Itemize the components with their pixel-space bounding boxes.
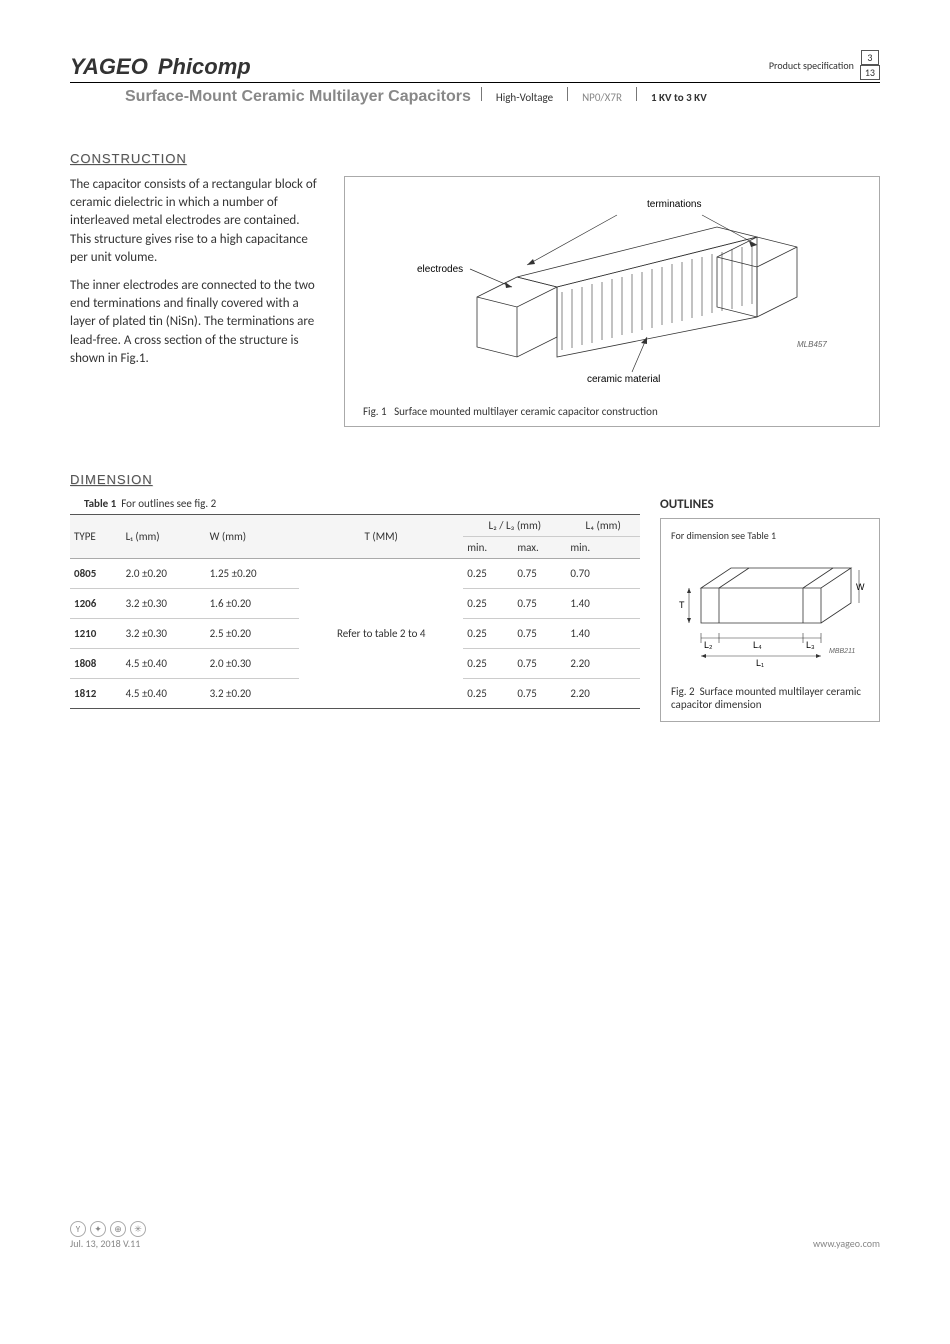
outlines-note: For dimension see Table 1 (671, 529, 869, 542)
logo-yageo: YAGEO (70, 54, 148, 80)
col-t: T (MM) (299, 515, 463, 559)
cert-icon: ⊕ (110, 1221, 126, 1237)
cert-icon: ✦ (90, 1221, 106, 1237)
dimension-heading: DIMENSION (70, 472, 880, 487)
outlines-box: OUTLINES For dimension see Table 1 (660, 497, 880, 722)
col-l1: L₁ (mm) (122, 515, 206, 559)
label-terminations: terminations (647, 199, 701, 210)
svg-text:MBB211: MBB211 (829, 648, 855, 655)
table-1-caption: Table 1 For outlines see fig. 2 (70, 497, 640, 510)
capacitor-diagram: terminations electrodes (357, 187, 847, 397)
dimension-table: TYPE L₁ (mm) W (mm) T (MM) L₂ / L₃ (mm) … (70, 514, 640, 709)
svg-text:W: W (856, 582, 865, 592)
figure-2-box: For dimension see Table 1 (660, 518, 880, 722)
diagram-code: MLB457 (797, 340, 827, 349)
col-l4-min: min. (566, 537, 640, 559)
footer-icons: Y ✦ ⊕ ✳ (70, 1221, 146, 1237)
construction-heading: CONSTRUCTION (70, 151, 880, 166)
svg-text:T: T (679, 600, 685, 610)
header-right: Product specification 3 13 (769, 50, 880, 80)
subhead-col3: 1 KV to 3 KV (647, 91, 711, 104)
cert-icon: Y (70, 1221, 86, 1237)
svg-text:L₂: L₂ (704, 640, 713, 650)
construction-text: The capacitor consists of a rectangular … (70, 176, 320, 427)
header: YAGEO Phicomp Product specification 3 13 (70, 50, 880, 83)
page-total: 13 (860, 65, 880, 80)
product-spec-label: Product specification (769, 59, 854, 72)
footer-date: Jul. 13, 2018 V.11 (70, 1237, 146, 1250)
footer-url: www.yageo.com (813, 1237, 880, 1250)
subhead-col2: NP0/X7R (578, 91, 626, 104)
label-ceramic: ceramic material (587, 374, 660, 385)
col-l23-min: min. (463, 537, 513, 559)
page-current: 3 (861, 50, 879, 65)
label-electrodes: electrodes (417, 264, 463, 275)
svg-text:L₄: L₄ (753, 640, 762, 650)
subhead-col1: High-Voltage (492, 91, 557, 104)
svg-text:L₁: L₁ (756, 658, 764, 668)
col-type: TYPE (70, 515, 122, 559)
col-w: W (mm) (206, 515, 300, 559)
figure-2-caption: Fig. 2 Surface mounted multilayer cerami… (671, 685, 869, 711)
outlines-diagram: T W L₂ L₄ L₃ (671, 548, 866, 678)
dimension-table-box: Table 1 For outlines see fig. 2 TYPE L₁ … (70, 497, 640, 709)
construction-p2: The inner electrodes are connected to th… (70, 277, 320, 368)
table-row: 08052.0 ±0.201.25 ±0.20Refer to table 2 … (70, 559, 640, 589)
svg-text:L₃: L₃ (806, 640, 815, 650)
figure-1-caption: Fig. 1 Surface mounted multilayer cerami… (357, 405, 867, 418)
doc-title: Surface-Mount Ceramic Multilayer Capacit… (125, 88, 471, 106)
subheader: Surface-Mount Ceramic Multilayer Capacit… (70, 87, 880, 106)
outlines-heading: OUTLINES (660, 497, 880, 512)
figure-1-box: terminations electrodes (344, 176, 880, 427)
construction-p1: The capacitor consists of a rectangular … (70, 176, 320, 267)
footer: Y ✦ ⊕ ✳ Jul. 13, 2018 V.11 www.yageo.com (70, 1221, 880, 1250)
logo-group: YAGEO Phicomp (70, 54, 251, 80)
logo-phicomp: Phicomp (158, 54, 251, 80)
col-l23: L₂ / L₃ (mm) (463, 515, 566, 537)
page-number: 3 13 (860, 50, 880, 80)
col-l4: L₄ (mm) (566, 515, 640, 537)
col-l23-max: max. (513, 537, 566, 559)
cert-icon: ✳ (130, 1221, 146, 1237)
